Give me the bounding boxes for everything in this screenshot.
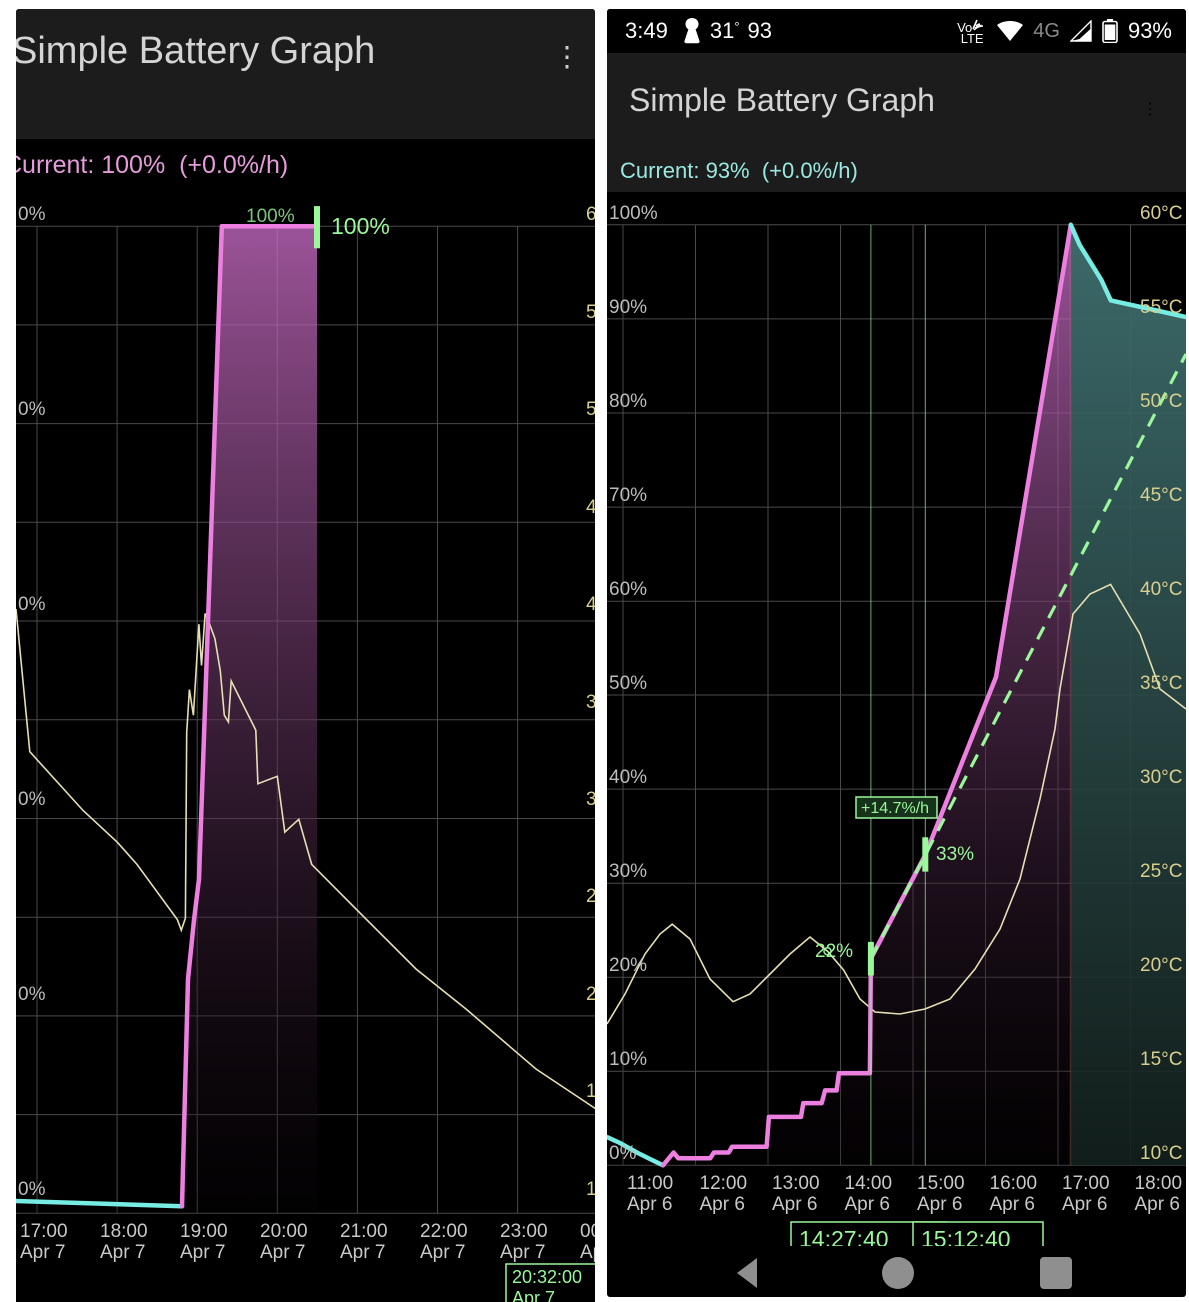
svg-text:Apr 6: Apr 6 (845, 1194, 890, 1215)
svg-text:100%: 100% (246, 206, 295, 227)
svg-text:13:00: 13:00 (772, 1173, 820, 1194)
svg-text:14:00: 14:00 (845, 1173, 893, 1194)
svg-text:100%: 100% (331, 213, 390, 239)
svg-text:Apr 7: Apr 7 (180, 1242, 225, 1263)
svg-text:33%: 33% (936, 844, 974, 865)
svg-text:Apr 6: Apr 6 (772, 1194, 817, 1215)
svg-text:25°C: 25°C (1140, 861, 1182, 882)
svg-text:19:00: 19:00 (180, 1221, 228, 1242)
svg-text:15°C: 15°C (1140, 1049, 1182, 1070)
svg-text:Apr 7: Apr 7 (260, 1242, 305, 1263)
svg-text:Apr 7: Apr 7 (340, 1242, 385, 1263)
svg-text:60%: 60% (609, 579, 647, 600)
svg-text:15:00: 15:00 (917, 1173, 965, 1194)
svg-text:45°C: 45°C (1140, 485, 1182, 506)
svg-text:21:00: 21:00 (340, 1221, 388, 1242)
svg-text:15: 15 (586, 1081, 595, 1102)
svg-text:00:00: 00:00 (580, 1221, 595, 1242)
svg-text:18:00: 18:00 (100, 1221, 148, 1242)
svg-text:18:00: 18:00 (1135, 1173, 1183, 1194)
svg-text:Apr 6: Apr 6 (1062, 1194, 1107, 1215)
svg-text:55: 55 (586, 302, 595, 323)
svg-text:50°C: 50°C (1140, 391, 1182, 412)
svg-text:Apr 7: Apr 7 (100, 1242, 145, 1263)
svg-text:10°C: 10°C (1140, 1143, 1182, 1164)
svg-text:80%: 80% (609, 391, 647, 412)
svg-text:Apr 6: Apr 6 (917, 1194, 962, 1215)
svg-text:17:00: 17:00 (20, 1221, 68, 1242)
svg-text:60°C: 60°C (1140, 203, 1182, 224)
svg-text:50: 50 (586, 399, 595, 420)
svg-text:0%: 0% (18, 399, 46, 420)
svg-text:30°C: 30°C (1140, 767, 1182, 788)
svg-text:45: 45 (586, 497, 595, 518)
svg-text:17:00: 17:00 (1062, 1173, 1110, 1194)
svg-text:0%: 0% (18, 1179, 46, 1200)
svg-text:10%: 10% (609, 1049, 647, 1070)
svg-text:23:00: 23:00 (500, 1221, 548, 1242)
svg-text:30%: 30% (609, 861, 647, 882)
svg-text:60: 60 (586, 204, 595, 225)
svg-text:20:32:00: 20:32:00 (512, 1267, 582, 1287)
svg-text:Apr 7: Apr 7 (500, 1242, 545, 1263)
svg-text:Apr 6: Apr 6 (990, 1194, 1035, 1215)
svg-text:50%: 50% (609, 673, 647, 694)
svg-text:0%: 0% (609, 1143, 637, 1164)
svg-text:40: 40 (586, 594, 595, 615)
svg-text:10: 10 (586, 1179, 595, 1200)
svg-text:Apr 6: Apr 6 (700, 1194, 745, 1215)
svg-text:11:00: 11:00 (627, 1173, 673, 1194)
svg-text:20:00: 20:00 (260, 1221, 308, 1242)
svg-text:Apr 7: Apr 7 (512, 1288, 555, 1302)
svg-text:100%: 100% (609, 203, 658, 224)
svg-text:20%: 20% (609, 955, 647, 976)
svg-text:55°C: 55°C (1140, 297, 1182, 318)
svg-text:Apr 7: Apr 7 (420, 1242, 465, 1263)
svg-text:35: 35 (586, 692, 595, 713)
svg-text:22:00: 22:00 (420, 1221, 468, 1242)
svg-text:Apr 6: Apr 6 (627, 1194, 672, 1215)
svg-text:70%: 70% (609, 485, 647, 506)
svg-text:12:00: 12:00 (700, 1173, 748, 1194)
svg-text:40%: 40% (609, 767, 647, 788)
svg-text:0%: 0% (18, 984, 46, 1005)
svg-text:0%: 0% (18, 204, 46, 225)
svg-text:35°C: 35°C (1140, 673, 1182, 694)
svg-text:Apr 6: Apr 6 (1135, 1194, 1180, 1215)
svg-text:25: 25 (586, 886, 595, 907)
svg-text:22%: 22% (815, 941, 853, 962)
svg-text:40°C: 40°C (1140, 579, 1182, 600)
svg-text:30: 30 (586, 789, 595, 810)
svg-text:Apr 7: Apr 7 (20, 1242, 65, 1263)
svg-text:0%: 0% (18, 789, 46, 810)
svg-text:Ap: Ap (580, 1242, 595, 1263)
svg-text:90%: 90% (609, 297, 647, 318)
svg-text:20°C: 20°C (1140, 955, 1182, 976)
svg-text:+14.7%/h: +14.7%/h (861, 800, 929, 817)
svg-text:16:00: 16:00 (990, 1173, 1038, 1194)
svg-text:20: 20 (586, 984, 595, 1005)
svg-text:0%: 0% (18, 594, 46, 615)
